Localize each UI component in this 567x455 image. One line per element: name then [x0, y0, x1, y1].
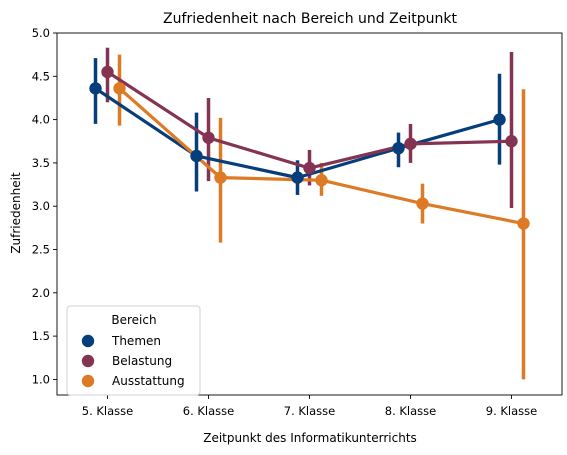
- y-tick-label: 3.0: [32, 199, 50, 213]
- legend-label: Belastung: [112, 354, 172, 368]
- series-line: [118, 87, 524, 226]
- y-tick-label: 1.0: [32, 372, 50, 386]
- x-tick-label: 5. Klasse: [82, 404, 133, 418]
- legend-marker: [81, 374, 95, 388]
- legend-marker: [81, 334, 95, 348]
- legend-label: Ausstattung: [112, 374, 185, 388]
- data-point: [113, 82, 126, 95]
- x-tick-label: 9. Klasse: [486, 404, 537, 418]
- y-tick-label: 4.0: [32, 113, 50, 127]
- data-point: [303, 161, 316, 175]
- axes: 1.0 1.5 2.0 2.5 3.0 3.5 4.0 4.5 5.0 5. Klasse 6. K…: [32, 26, 563, 418]
- y-tick-label: 4.5: [32, 69, 50, 83]
- data-point: [392, 141, 405, 155]
- plot-area: [89, 47, 530, 380]
- legend-title: Bereich: [111, 313, 156, 327]
- data-point: [89, 82, 102, 95]
- y-tick-label: 2.5: [32, 243, 50, 257]
- data-point: [404, 137, 417, 151]
- x-tick-label: 7. Klasse: [284, 404, 335, 418]
- chart-title: Zufriedenheit nach Bereich und Zeitpunkt: [163, 11, 457, 27]
- y-tick-label: 3.5: [32, 156, 50, 170]
- legend: Bereich Themen Belastung Ausstattung: [66, 305, 201, 396]
- data-point: [416, 197, 429, 210]
- data-point: [190, 149, 203, 163]
- data-point: [493, 113, 506, 126]
- legend-label: Themen: [111, 334, 161, 348]
- y-tick-label: 5.0: [32, 26, 50, 40]
- data-point: [214, 171, 227, 184]
- x-tick-label: 6. Klasse: [183, 404, 234, 418]
- x-tick-label: 8. Klasse: [385, 404, 436, 418]
- legend-box: [66, 305, 201, 396]
- data-point: [101, 65, 114, 79]
- data-point: [202, 131, 215, 144]
- data-point: [517, 217, 530, 230]
- data-point: [291, 171, 304, 184]
- y-tick-label: 2.0: [32, 286, 50, 300]
- y-axis-label: Zufriedenheit: [9, 172, 23, 254]
- data-point: [315, 174, 328, 187]
- y-tick-label: 1.5: [32, 329, 50, 343]
- legend-marker: [81, 354, 95, 368]
- x-axis-label: Zeitpunkt des Informatikunterrichts: [203, 431, 417, 445]
- data-point: [505, 135, 518, 148]
